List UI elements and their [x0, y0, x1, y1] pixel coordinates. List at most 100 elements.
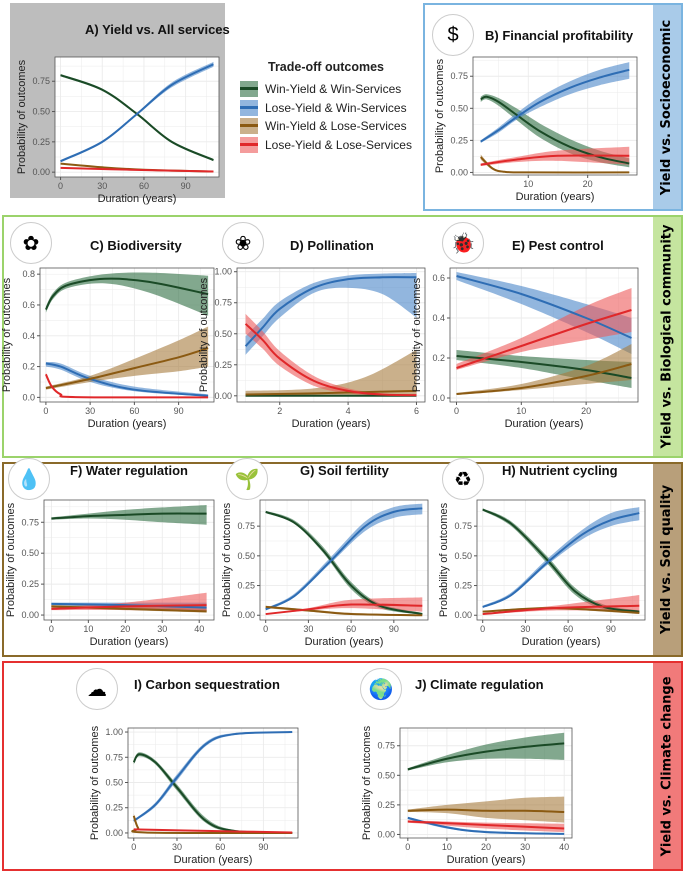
nutrient-cycle-icon: ♻: [442, 458, 484, 500]
legend-item-wl: Win-Yield & Lose-Services: [240, 117, 412, 136]
panel-title: J) Climate regulation: [415, 677, 544, 692]
x-tick-label: 0: [405, 842, 410, 852]
y-tick-label: 0.50: [454, 551, 472, 561]
line-wl: [480, 156, 630, 174]
x-axis-label: Duration (years): [98, 193, 177, 205]
line-lw: [265, 507, 423, 611]
y-axis-label: Probability of outcomes: [1, 277, 13, 392]
pest-crops-icon: 🐞: [442, 222, 484, 264]
line-ll: [44, 373, 209, 399]
line-ww: [407, 742, 565, 771]
y-tick-label: 0.4: [432, 313, 445, 323]
y-tick-label: 0.50: [32, 107, 50, 117]
y-tick-label: 0.75: [32, 76, 50, 86]
section-label-soil: Yield vs. Soil quality: [653, 464, 681, 655]
y-tick-label: 0.6: [432, 273, 445, 283]
climate-globe-icon: 🌍: [360, 668, 402, 710]
y-tick-label: 0.2: [432, 353, 445, 363]
y-tick-label: 0.00: [105, 828, 123, 838]
y-tick-label: 0.75: [377, 741, 395, 751]
plot-border: [127, 727, 299, 839]
x-tick-label: 90: [389, 624, 399, 634]
y-tick-label: 0.00: [450, 167, 468, 177]
panel-title: A) Yield vs. All services: [85, 22, 230, 37]
x-tick-label: 0: [43, 406, 48, 416]
y-tick-label: 0.00: [454, 610, 472, 620]
y-tick-label: 0.75: [214, 298, 232, 308]
x-tick-label: 0: [454, 406, 459, 416]
line-wl: [407, 808, 565, 813]
money-plant-icon: $: [432, 14, 474, 56]
line-ll: [456, 309, 632, 369]
y-axis-label: Probability of outcomes: [198, 277, 210, 392]
band-lw: [456, 272, 632, 354]
plot-border: [54, 56, 220, 178]
x-axis-label: Duration (years): [522, 636, 601, 648]
x-tick-label: 60: [346, 624, 356, 634]
plot-border: [43, 499, 215, 621]
panel-title: G) Soil fertility: [300, 463, 389, 478]
x-tick-label: 20: [583, 179, 593, 189]
y-tick-label: 0.00: [214, 391, 232, 401]
y-axis-label: Probability of outcomes: [5, 502, 17, 617]
x-tick-label: 60: [563, 624, 573, 634]
y-tick-label: 0.25: [450, 135, 468, 145]
x-tick-label: 30: [520, 624, 530, 634]
x-tick-label: 90: [606, 624, 616, 634]
y-tick-label: 0.75: [237, 521, 255, 531]
legend-swatch: [240, 118, 258, 135]
y-tick-label: 0.25: [237, 581, 255, 591]
y-tick-label: 0.50: [105, 777, 123, 787]
y-tick-label: 0.75: [105, 752, 123, 762]
x-tick-label: 2: [277, 406, 282, 416]
panel-title: H) Nutrient cycling: [502, 463, 618, 478]
y-tick-label: 0.50: [377, 770, 395, 780]
y-tick-label: 0.00: [377, 829, 395, 839]
legend-label: Lose-Yield & Lose-Services: [265, 137, 412, 152]
line-lw: [133, 731, 293, 822]
legend-item-ll: Lose-Yield & Lose-Services: [240, 136, 412, 155]
section-socioeconomic: Yield vs. Socioeconomic: [423, 3, 683, 211]
x-tick-label: 30: [157, 624, 167, 634]
band-lw: [245, 272, 417, 355]
line-ww: [51, 512, 207, 520]
line-ll: [51, 604, 207, 610]
y-tick-label: 0.0: [432, 393, 445, 403]
line-wl: [456, 363, 632, 395]
x-axis-label: Duration (years): [90, 636, 169, 648]
panel-title: F) Water regulation: [70, 463, 188, 478]
section-soil: Yield vs. Soil quality: [2, 462, 683, 657]
y-axis-label: Probability of outcomes: [361, 725, 373, 840]
x-tick-label: 6: [414, 406, 419, 416]
x-tick-label: 10: [83, 624, 93, 634]
x-tick-label: 60: [129, 406, 139, 416]
y-tick-label: 0.0: [22, 392, 35, 402]
x-axis-label: Duration (years): [292, 418, 371, 430]
y-tick-label: 0.25: [21, 579, 39, 589]
y-tick-label: 0.25: [377, 800, 395, 810]
panel-e: 0 10 20 0.0 0.2 0.4 0.6 Duration (years) Probabi…: [411, 267, 639, 430]
legend-swatch: [240, 136, 258, 153]
y-axis-label: Probability of outcomes: [221, 502, 233, 617]
y-tick-label: 0.50: [450, 103, 468, 113]
x-tick-label: 20: [581, 406, 591, 416]
y-tick-label: 0.6: [22, 300, 35, 310]
x-tick-label: 20: [120, 624, 130, 634]
y-axis-label: Probability of outcomes: [438, 502, 450, 617]
x-axis-label: Duration (years): [305, 636, 384, 648]
line-lw: [456, 275, 632, 339]
y-tick-label: 1.00: [105, 727, 123, 737]
flora-fauna-icon: ✿: [10, 222, 52, 264]
section-label-biological: Yield vs. Biological community: [653, 217, 681, 456]
band-wl: [407, 796, 565, 823]
y-axis-label: Probability of outcomes: [411, 277, 423, 392]
line-lw: [51, 602, 207, 609]
line-ll: [265, 603, 423, 616]
x-tick-label: 30: [520, 842, 530, 852]
x-tick-label: 90: [258, 842, 268, 852]
line-ww: [482, 508, 640, 613]
band-lw: [265, 503, 423, 611]
band-ww: [45, 272, 209, 316]
y-tick-label: 0.75: [21, 517, 39, 527]
x-tick-label: 90: [181, 181, 191, 191]
